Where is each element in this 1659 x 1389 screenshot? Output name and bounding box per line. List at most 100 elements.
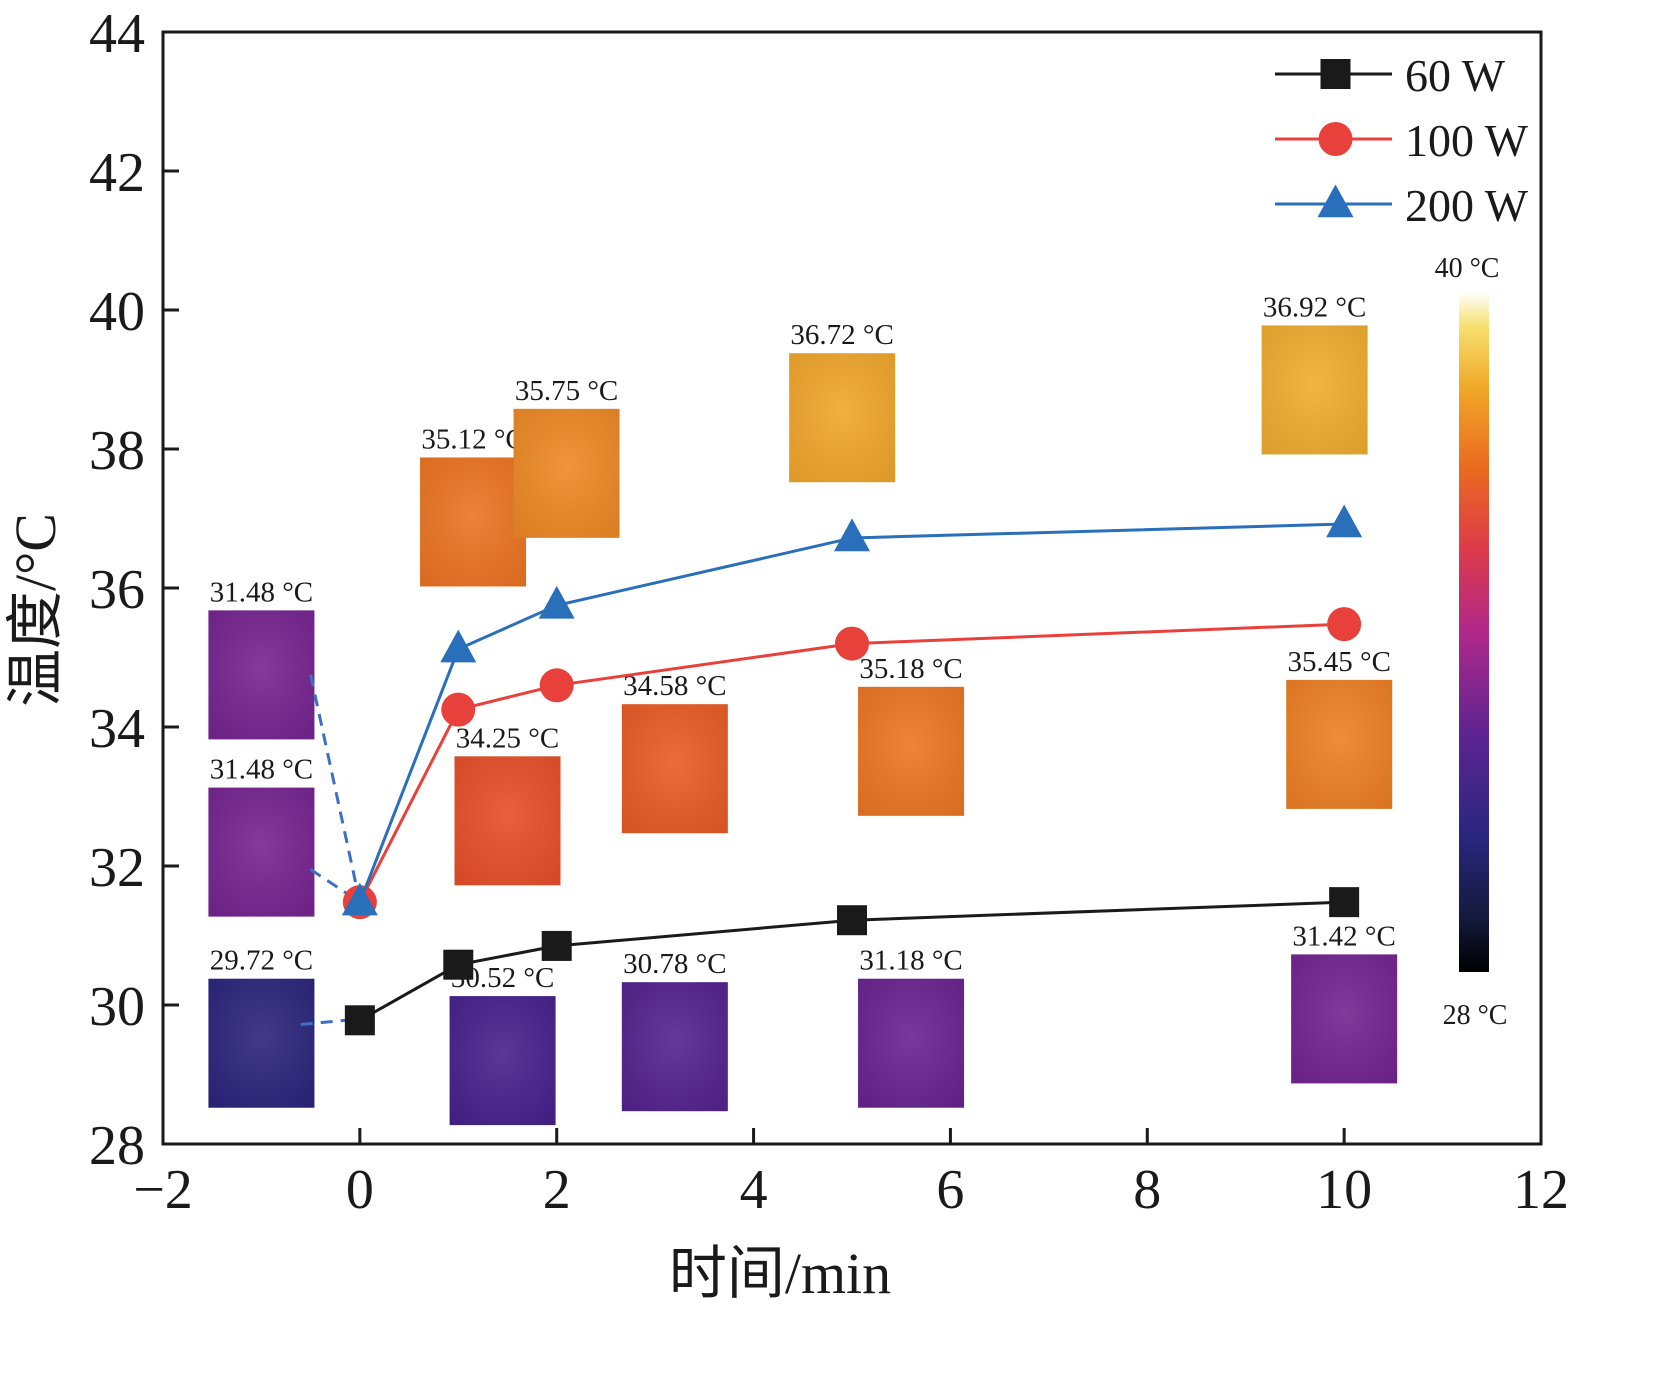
- dashed-connector: [300, 1018, 346, 1026]
- x-tick-label: 12: [1513, 1159, 1569, 1221]
- legend-entry: 60 W: [1275, 50, 1506, 101]
- thermal-image-label: 35.45 °C: [1287, 646, 1390, 678]
- thermal-image-shading: [858, 686, 965, 816]
- thermal-image-shading: [208, 787, 315, 917]
- thermal-image: 35.12 °C: [420, 423, 527, 587]
- thermal-image: 35.45 °C: [1286, 646, 1393, 809]
- thermal-image-shading: [1261, 325, 1368, 455]
- thermal-image: 35.75 °C: [513, 375, 620, 538]
- x-tick-label: 4: [740, 1159, 768, 1221]
- thermal-image: 30.52 °C: [449, 962, 556, 1126]
- data-point: [539, 668, 574, 703]
- data-point: [834, 518, 870, 552]
- legend-label: 60 W: [1405, 50, 1506, 101]
- thermal-image-label: 34.58 °C: [623, 670, 726, 702]
- thermal-image: 30.78 °C: [621, 948, 728, 1112]
- x-tick-label: 8: [1133, 1159, 1161, 1221]
- thermal-image-label: 35.18 °C: [859, 653, 962, 685]
- thermal-image-shading: [208, 978, 315, 1108]
- y-tick-label: 42: [89, 142, 145, 204]
- y-tick-label: 32: [89, 837, 145, 899]
- thermal-image-label: 29.72 °C: [210, 945, 313, 977]
- thermal-image: 31.48 °C: [208, 754, 315, 917]
- thermal-image-shading: [789, 353, 896, 483]
- legend-entry: 100 W: [1275, 115, 1529, 166]
- thermal-images-layer: 31.48 °C 31.48 °C 29.72 °C 35.12 °C 35.75 °C…: [208, 291, 1398, 1126]
- thermal-image-shading: [1291, 954, 1398, 1084]
- thermal-image: 31.48 °C: [208, 576, 315, 740]
- thermal-image-shading: [454, 756, 561, 886]
- thermal-image: 29.72 °C: [208, 945, 315, 1108]
- colorbar-min-label: 28 °C: [1443, 1000, 1508, 1031]
- data-point: [835, 626, 869, 661]
- y-tick-label: 28: [89, 1115, 145, 1177]
- thermal-image: 34.25 °C: [454, 722, 561, 886]
- y-axis-label: 温度/°C: [3, 513, 68, 707]
- thermal-image-shading: [858, 978, 965, 1108]
- thermal-image: 34.58 °C: [621, 670, 728, 834]
- x-tick-label: 10: [1316, 1159, 1372, 1221]
- thermal-image: 31.42 °C: [1291, 920, 1398, 1084]
- thermal-image-shading: [449, 996, 556, 1126]
- legend-entry: 200 W: [1275, 180, 1529, 231]
- thermal-image-label: 31.42 °C: [1292, 920, 1395, 952]
- data-point: [1329, 887, 1360, 918]
- series-200w: [341, 504, 1363, 916]
- data-point: [541, 930, 572, 961]
- thermal-image: 36.72 °C: [789, 319, 896, 483]
- colorbar: 40 °C 28 °C: [1435, 253, 1508, 1031]
- thermal-image-shading: [621, 704, 728, 834]
- x-tick-label: 0: [346, 1159, 374, 1221]
- data-point: [1318, 122, 1353, 156]
- thermal-image-label: 31.18 °C: [859, 945, 962, 977]
- legend: 60 W 100 W 200 W: [1275, 50, 1529, 231]
- y-tick-label: 38: [89, 420, 145, 482]
- x-tick-label: −2: [133, 1159, 193, 1221]
- y-tick-label: 34: [89, 698, 145, 760]
- thermal-image-shading: [420, 457, 527, 587]
- legend-label: 100 W: [1405, 115, 1529, 166]
- series-layer: [341, 504, 1363, 1036]
- series-60w: [344, 887, 1360, 1036]
- x-tick-label: 2: [543, 1159, 571, 1221]
- thermal-image-shading: [513, 408, 620, 538]
- data-point: [837, 905, 867, 936]
- thermal-image: 35.18 °C: [858, 653, 965, 816]
- thermal-image-label: 34.25 °C: [456, 722, 559, 754]
- data-point: [441, 692, 476, 727]
- colorbar-gradient: [1459, 292, 1489, 972]
- dashed-connector: [309, 674, 362, 903]
- y-tick-label: 30: [89, 976, 145, 1038]
- thermal-image-shading: [621, 982, 728, 1112]
- data-point: [440, 629, 477, 663]
- thermal-image: 31.18 °C: [858, 945, 965, 1108]
- thermal-image-label: 31.48 °C: [210, 576, 313, 608]
- data-point: [1317, 184, 1354, 218]
- data-point: [341, 882, 378, 916]
- x-axis-label: 时间/min: [669, 1241, 891, 1306]
- data-point: [1326, 504, 1363, 538]
- thermal-image-label: 35.75 °C: [515, 375, 618, 407]
- y-axis: 28 30 32 34 36 38 40 42 44: [89, 3, 179, 1177]
- thermal-image-label: 30.78 °C: [623, 948, 726, 980]
- legend-label: 200 W: [1405, 180, 1529, 231]
- thermal-image-shading: [208, 610, 315, 740]
- thermal-image-label: 31.48 °C: [210, 754, 313, 786]
- thermal-image-label: 36.72 °C: [790, 319, 893, 351]
- data-point: [538, 585, 575, 619]
- data-point: [1320, 59, 1351, 89]
- thermal-image-shading: [1286, 679, 1393, 809]
- colorbar-max-label: 40 °C: [1435, 253, 1500, 284]
- x-tick-label: 6: [936, 1159, 964, 1221]
- y-tick-label: 44: [89, 3, 145, 65]
- thermal-image-label: 35.12 °C: [421, 423, 524, 455]
- data-point: [344, 1005, 375, 1036]
- thermal-image: 36.92 °C: [1261, 291, 1368, 455]
- y-tick-label: 36: [89, 559, 145, 621]
- thermal-image-label: 36.92 °C: [1263, 291, 1366, 323]
- data-point: [443, 949, 474, 980]
- y-tick-label: 40: [89, 281, 145, 343]
- data-point: [1327, 607, 1362, 642]
- x-axis: −2 0 2 4 6 8 10 12: [133, 1128, 1569, 1221]
